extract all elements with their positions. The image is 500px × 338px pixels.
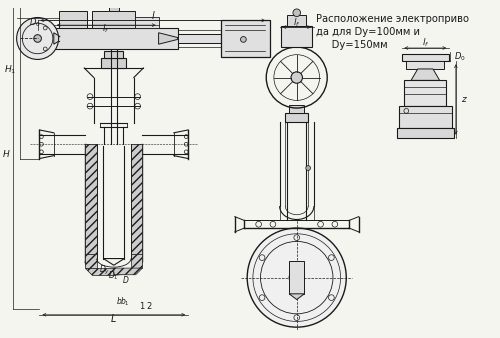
Text: z: z bbox=[460, 95, 466, 104]
Bar bbox=[402, 54, 449, 61]
Text: b: b bbox=[117, 297, 122, 306]
Bar bbox=[102, 58, 126, 68]
Circle shape bbox=[306, 166, 310, 170]
Bar bbox=[58, 11, 87, 28]
Text: D: D bbox=[122, 276, 128, 285]
Bar bbox=[289, 105, 304, 113]
Bar bbox=[282, 26, 312, 47]
Bar bbox=[104, 51, 124, 58]
Bar bbox=[178, 30, 226, 34]
Bar bbox=[404, 80, 446, 106]
Bar bbox=[286, 113, 308, 122]
Polygon shape bbox=[85, 268, 114, 275]
Bar bbox=[406, 61, 445, 69]
Text: $D_1$: $D_1$ bbox=[108, 269, 119, 282]
Circle shape bbox=[289, 270, 304, 285]
Text: 1: 1 bbox=[139, 302, 144, 311]
Circle shape bbox=[16, 18, 58, 59]
Circle shape bbox=[293, 9, 300, 17]
Text: l: l bbox=[152, 10, 154, 21]
Bar bbox=[287, 15, 306, 26]
Polygon shape bbox=[54, 33, 58, 44]
Bar bbox=[397, 128, 454, 138]
Polygon shape bbox=[158, 33, 178, 44]
Text: $D_0$: $D_0$ bbox=[454, 50, 466, 63]
Bar bbox=[109, 1, 118, 11]
Text: $l_f$: $l_f$ bbox=[293, 17, 300, 29]
Text: H: H bbox=[2, 150, 9, 159]
Text: $H_1$: $H_1$ bbox=[4, 63, 16, 76]
Text: Расположение электроприво
да для Dy=100мм и
     Dy=150мм: Расположение электроприво да для Dy=100м… bbox=[316, 14, 469, 50]
Bar bbox=[289, 261, 304, 294]
Circle shape bbox=[34, 35, 42, 42]
Polygon shape bbox=[85, 254, 96, 268]
Text: L: L bbox=[111, 314, 116, 323]
Bar bbox=[220, 20, 270, 56]
Circle shape bbox=[247, 228, 346, 327]
Polygon shape bbox=[289, 294, 304, 299]
Text: $l_f$: $l_f$ bbox=[102, 23, 110, 35]
Bar bbox=[178, 43, 226, 47]
Polygon shape bbox=[85, 144, 96, 254]
Text: $b_1$: $b_1$ bbox=[120, 295, 130, 308]
Text: $D_0$: $D_0$ bbox=[29, 16, 40, 28]
Bar bbox=[178, 34, 226, 43]
Text: 2: 2 bbox=[146, 302, 152, 311]
Bar bbox=[54, 28, 178, 49]
Polygon shape bbox=[131, 144, 142, 254]
Text: $l_f$: $l_f$ bbox=[422, 37, 429, 49]
Polygon shape bbox=[131, 254, 142, 268]
Text: $D_y$: $D_y$ bbox=[98, 264, 110, 277]
Polygon shape bbox=[114, 268, 142, 275]
Bar bbox=[135, 17, 158, 28]
Bar bbox=[398, 106, 452, 128]
Bar bbox=[92, 11, 135, 28]
Circle shape bbox=[240, 37, 246, 42]
Polygon shape bbox=[411, 69, 440, 80]
Circle shape bbox=[291, 72, 302, 83]
